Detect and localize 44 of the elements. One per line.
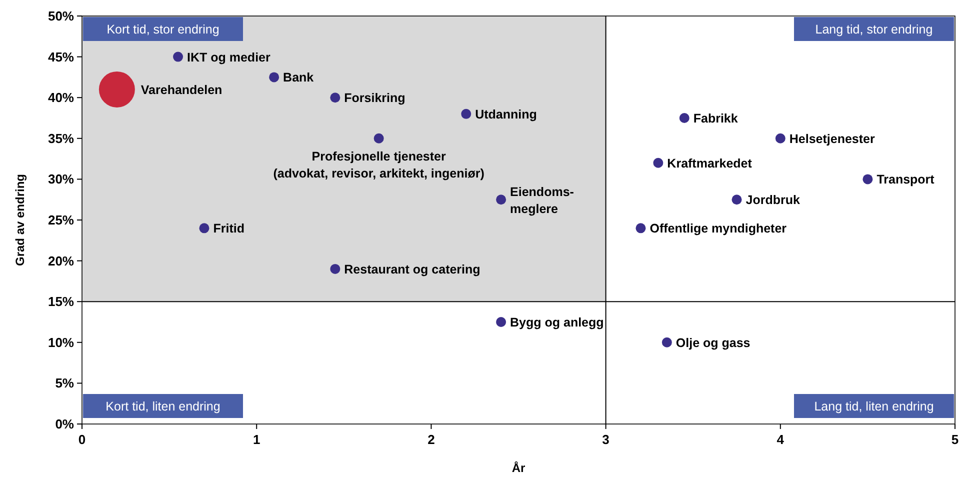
x-tick-label: 4 (776, 432, 785, 447)
annotation: Varehandelen (140, 82, 222, 97)
y-tick-label: 25% (48, 212, 74, 228)
y-tick-label: 50% (48, 8, 74, 24)
annotation: Lang tid, stor endring (815, 22, 933, 36)
y-axis-title: Grad av endring (13, 174, 27, 266)
y-tick-label: 45% (48, 49, 74, 64)
y-tick-label: 40% (48, 90, 74, 106)
y-tick-label: 20% (48, 253, 74, 268)
annotation: Kort tid, stor endring (106, 22, 220, 36)
annotation: Helsetjenester (789, 132, 875, 146)
y-tick-label: 5% (55, 376, 74, 391)
annotation: Eiendoms- meglere (510, 185, 574, 216)
annotation: IKT og medier (187, 50, 271, 64)
quadrant-label-box: Kort tid, stor endring (83, 17, 243, 41)
y-tick-label: 35% (48, 130, 74, 146)
annotation: Kraftmarkedet (667, 156, 753, 170)
y-tick-label: 30% (48, 172, 74, 187)
y-tick-label: 10% (48, 334, 74, 350)
annotation: Bygg og anlegg (510, 316, 604, 330)
quadrant-label-box: Lang tid, stor endring (794, 17, 954, 41)
annotation: Profesjonelle tjenester (advokat, revisor, arkitekt, ingeniør) (273, 149, 484, 180)
x-tick-label: 1 (252, 432, 260, 447)
x-tick-label: 2 (428, 432, 435, 447)
annotation: Transport (876, 172, 936, 187)
annotation: Kort tid, liten endring (106, 400, 220, 414)
x-tick-label: 3 (602, 432, 610, 447)
y-tick-label: 0% (55, 416, 74, 432)
annotation: Offentlige myndigheter (650, 222, 787, 236)
x-tick-label: 0 (78, 432, 86, 447)
annotation: Bank (283, 70, 314, 85)
quadrant-label-box: Lang tid, liten endring (794, 394, 954, 418)
annotation: Jordbruk (746, 193, 800, 208)
annotation: Utdanning (475, 107, 537, 122)
y-tick-label: 15% (48, 294, 74, 310)
annotation: Lang tid, liten endring (814, 400, 934, 414)
quadrant-label-box: Kort tid, liten endring (83, 394, 243, 418)
annotation: Fritid (213, 222, 244, 236)
x-axis-title: År (512, 461, 526, 475)
annotation: Olje og gass (676, 336, 750, 350)
x-tick-label: 5 (951, 432, 959, 447)
annotation: Fabrikk (693, 112, 738, 126)
annotation: Restaurant og catering (344, 262, 480, 276)
annotation: Forsikring (344, 91, 406, 106)
